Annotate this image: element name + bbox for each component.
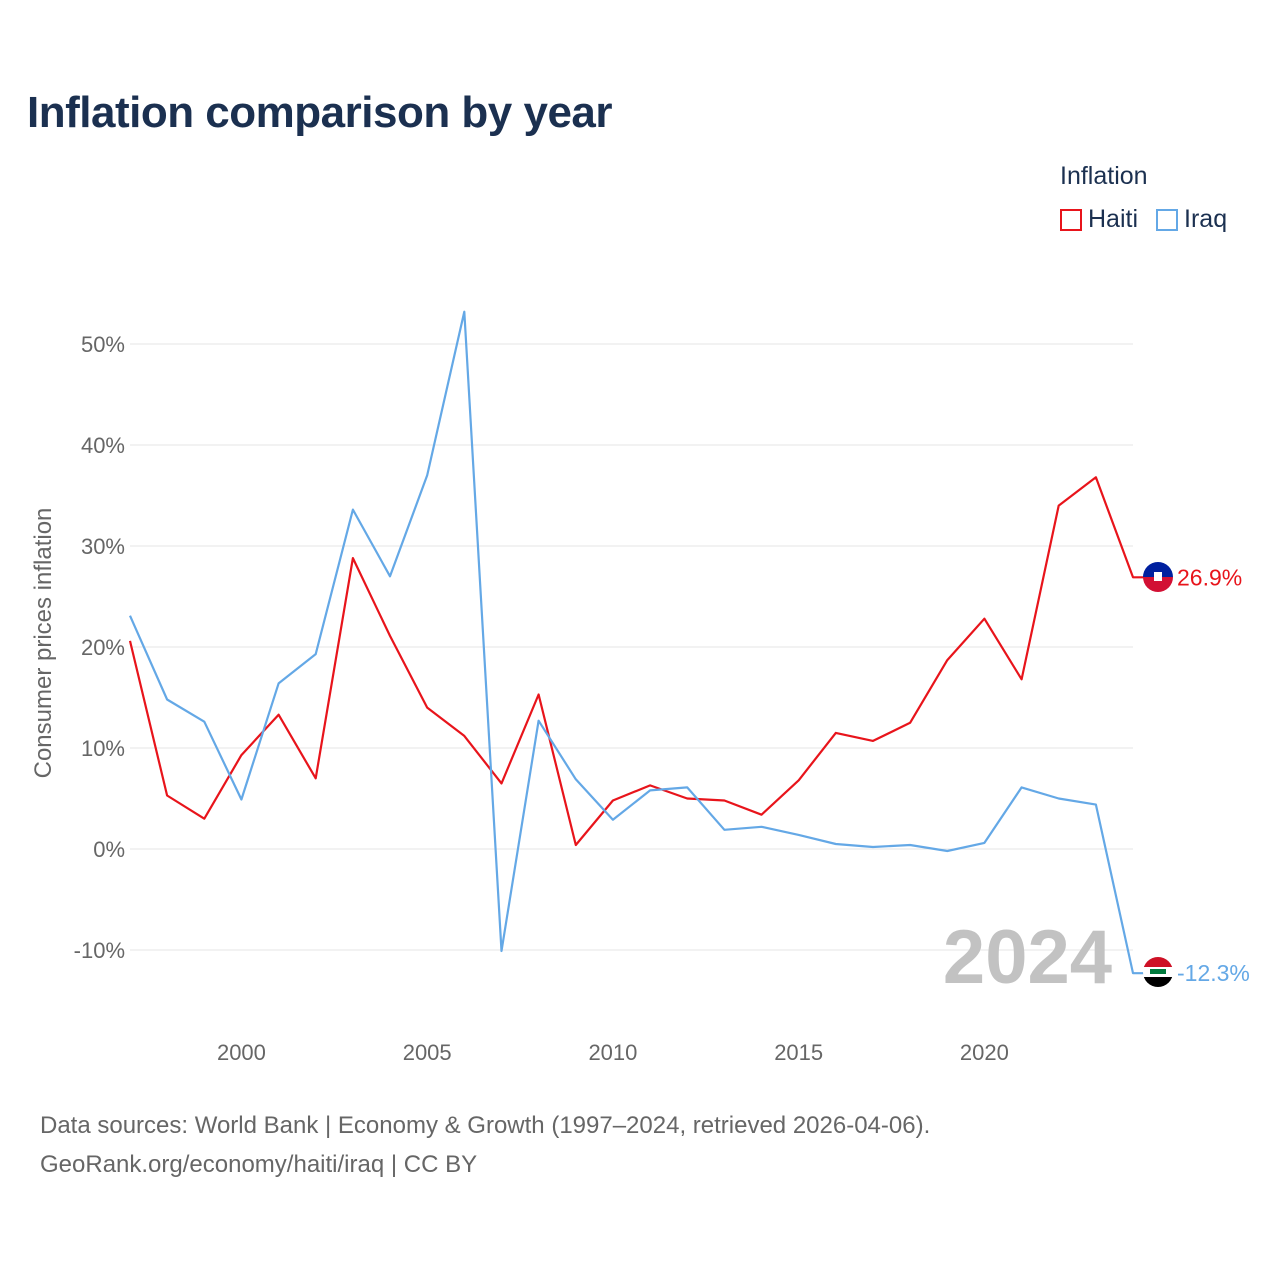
y-axis-label: Consumer prices inflation <box>30 508 57 779</box>
x-tick-label: 2015 <box>774 1040 823 1065</box>
gridlines <box>130 343 1133 951</box>
legend-swatch-iraq <box>1156 208 1179 231</box>
legend-label-haiti: Haiti <box>1088 205 1139 233</box>
footer-link[interactable]: GeoRank.org/economy/haiti/iraq | CC BY <box>40 1151 478 1178</box>
end-label-haiti: 26.9% <box>1177 564 1242 590</box>
legend-label-iraq: Iraq <box>1184 205 1228 233</box>
legend-swatch-haiti <box>1060 208 1082 231</box>
haiti-flag-icon <box>1143 562 1173 592</box>
x-tick-label: 2000 <box>217 1040 266 1065</box>
iraq-flag-icon <box>1143 957 1173 987</box>
x-axis-ticks: 2000 2005 2010 2015 2020 <box>217 1040 1009 1065</box>
y-tick-label: -10% <box>74 938 125 963</box>
y-axis-ticks: -10% 0% 10% 20% 30% 40% 50% <box>74 332 125 963</box>
legend: Inflation Haiti Iraq <box>1060 162 1227 234</box>
y-tick-label: 40% <box>81 433 125 458</box>
footer: Data sources: World Bank | Economy & Gro… <box>40 1106 930 1184</box>
y-tick-label: 10% <box>81 736 125 761</box>
x-tick-label: 2010 <box>588 1040 637 1065</box>
y-tick-label: 0% <box>93 837 125 862</box>
legend-title: Inflation <box>1060 162 1148 190</box>
y-tick-label: 20% <box>81 635 125 660</box>
x-tick-label: 2020 <box>960 1040 1009 1065</box>
legend-item-haiti[interactable]: Haiti <box>1060 205 1138 234</box>
y-tick-label: 50% <box>81 332 125 357</box>
footer-sources: Data sources: World Bank | Economy & Gro… <box>40 1112 931 1139</box>
year-label: 2024 <box>943 915 1112 1000</box>
series-line-iraq <box>128 310 1146 975</box>
legend-item-iraq[interactable]: Iraq <box>1156 205 1227 234</box>
x-tick-label: 2005 <box>403 1040 452 1065</box>
chart-title: Inflation comparison by year <box>27 88 613 137</box>
series-line-haiti <box>128 476 1146 847</box>
series-lines <box>128 310 1146 975</box>
end-label-iraq: -12.3% <box>1177 960 1250 986</box>
end-labels: 26.9% -12.3% <box>1177 564 1250 986</box>
y-tick-label: 30% <box>81 534 125 559</box>
